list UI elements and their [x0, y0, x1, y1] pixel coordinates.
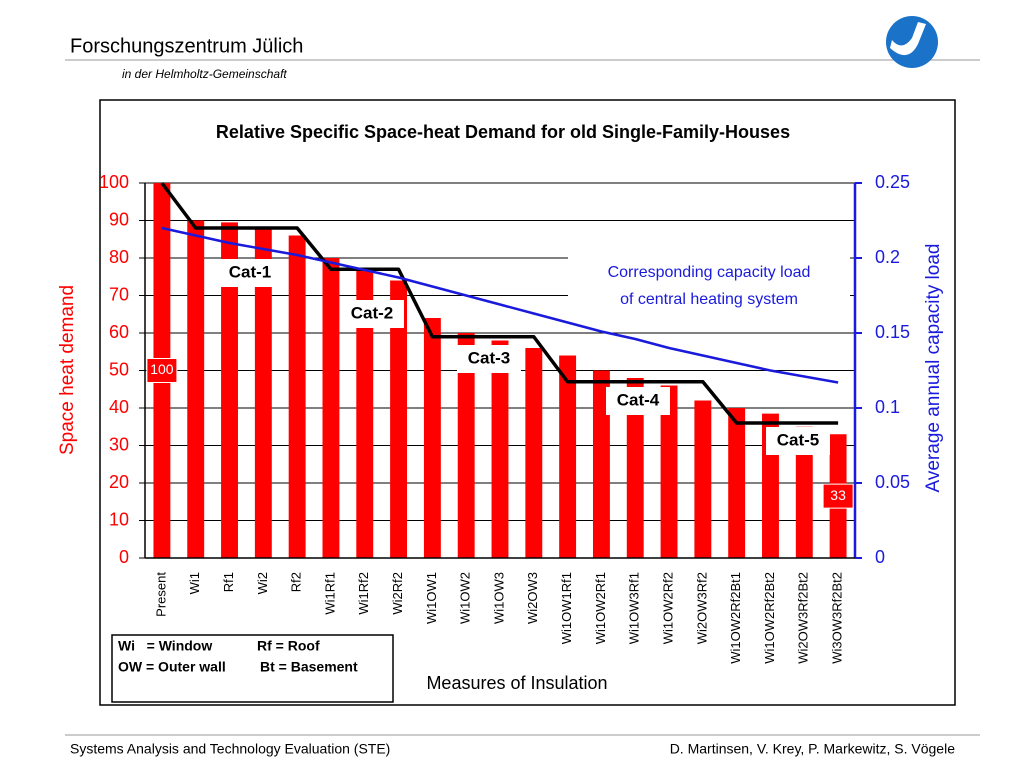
y-tick-label: 30	[109, 434, 129, 454]
y-tick-label: 60	[109, 322, 129, 342]
y-axis-label: Space heat demand	[57, 285, 78, 455]
x-tick-label: Wi2OW3	[525, 572, 540, 624]
annotation-box	[218, 259, 282, 287]
x-tick-label: Wi2OW3Rf2Bt2	[796, 572, 811, 664]
bar	[694, 400, 712, 558]
x-tick-label: Wi1Rf1	[322, 572, 337, 615]
chart-title: Relative Specific Space-heat Demand for …	[216, 122, 790, 142]
x-tick-label: Wi1OW1	[424, 572, 439, 624]
y-tick-label: 100	[99, 172, 129, 192]
x-tick-label: Wi1OW2	[458, 572, 473, 624]
bar	[795, 426, 813, 558]
x-tick-label: Wi1OW2Rf2Bt1	[728, 572, 743, 664]
y-tick-label: 20	[109, 472, 129, 492]
footer-left: Systems Analysis and Technology Evaluati…	[70, 741, 390, 757]
bar	[288, 235, 306, 558]
abbreviation: OW = Outer wall	[118, 659, 226, 675]
y2-tick-label: 0.05	[875, 472, 910, 492]
bar	[322, 258, 340, 558]
y2-axis-label: Average annual capacity load	[923, 244, 944, 493]
y-tick-label: 10	[109, 509, 129, 529]
y2-tick-label: 0	[875, 547, 885, 567]
bar	[525, 348, 543, 558]
y-tick-label: 70	[109, 284, 129, 304]
bar	[356, 269, 374, 558]
y-tick-label: 80	[109, 247, 129, 267]
annotation: Cat-4	[617, 390, 660, 409]
header-title: Forschungszentrum Jülich	[70, 35, 303, 57]
annotation-box	[606, 387, 670, 415]
value-label: 100	[150, 361, 174, 377]
annotation-box	[457, 345, 521, 373]
bar	[728, 408, 746, 558]
annotation: Cat-3	[468, 348, 511, 367]
annotation-box	[340, 300, 404, 328]
note-box	[568, 257, 850, 311]
line	[161, 226, 839, 384]
value-label-box	[146, 358, 178, 383]
annotation: Cat-2	[351, 303, 394, 322]
x-tick-label: Wi1Rf2	[356, 572, 371, 615]
footer-right: D. Martinsen, V. Krey, P. Markewitz, S. …	[670, 741, 956, 757]
value-label: 33	[830, 487, 846, 503]
bar	[660, 385, 678, 558]
y-tick-label: 0	[119, 547, 129, 567]
y2-tick-label: 0.1	[875, 397, 900, 417]
bar	[457, 333, 475, 558]
x-tick-label: Wi2	[255, 572, 270, 594]
y2-tick-label: 0.2	[875, 247, 900, 267]
abbreviation: Rf = Roof	[257, 638, 320, 654]
value-label-box	[822, 483, 854, 509]
x-tick-label: Wi1OW2Rf2	[660, 572, 675, 644]
x-tick-label: Wi3OW3Rf2Bt2	[830, 572, 845, 664]
bar	[559, 355, 577, 558]
y-tick-label: 50	[109, 359, 129, 379]
x-tick-label: Rf2	[289, 572, 304, 592]
logo	[886, 16, 938, 68]
x-axis-label: Measures of Insulation	[426, 673, 607, 693]
annotation: Cat-5	[777, 430, 820, 449]
abbreviation-box	[111, 634, 394, 703]
bar	[491, 340, 509, 558]
x-tick-label: Wi1OW3	[491, 572, 506, 624]
x-tick-label: Wi1OW2Rf1	[593, 572, 608, 644]
bar	[221, 222, 238, 558]
bar	[187, 220, 205, 558]
bar	[390, 280, 408, 558]
x-tick-label: Wi1OW2Rf2Bt2	[762, 572, 777, 664]
annotation: Cat-1	[229, 262, 272, 281]
x-tick-label: Wi1OW1Rf1	[559, 572, 574, 644]
header-subtitle: in der Helmholtz-Gemeinschaft	[122, 67, 287, 81]
line	[160, 181, 839, 425]
x-tick-label: Rf1	[221, 572, 236, 592]
abbreviation: Wi = Window	[118, 638, 212, 654]
x-tick-label: Wi1	[187, 572, 202, 594]
y-tick-label: 40	[109, 397, 129, 417]
bar	[592, 370, 610, 558]
abbreviation: Bt = Basement	[260, 659, 358, 675]
bar	[254, 228, 272, 558]
note-line: Corresponding capacity load	[608, 264, 811, 281]
bar	[626, 378, 644, 558]
x-tick-label: Wi2OW3Rf2	[694, 572, 709, 644]
y2-tick-label: 0.15	[875, 322, 910, 342]
x-tick-label: Wi2Rf2	[390, 572, 405, 615]
x-tick-label: Present	[153, 572, 168, 617]
bar	[423, 318, 441, 558]
x-tick-label: Wi1OW3Rf1	[627, 572, 642, 644]
y-tick-label: 90	[109, 209, 129, 229]
note-line: of central heating system	[620, 291, 798, 308]
y2-tick-label: 0.25	[875, 172, 910, 192]
annotation-box	[766, 427, 830, 455]
